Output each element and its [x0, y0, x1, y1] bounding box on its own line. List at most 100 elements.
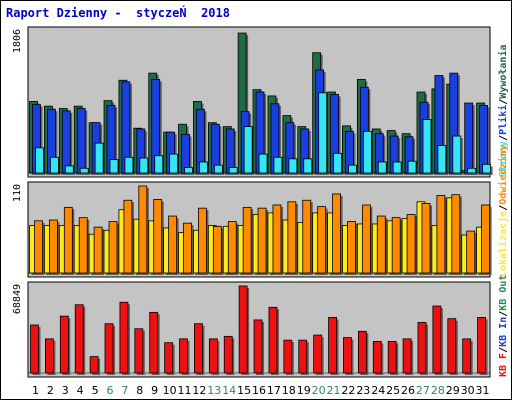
bar-pages-day-17 — [273, 156, 283, 174]
x-tick-label-day-9: 9 — [151, 384, 158, 397]
bar-pages-day-13 — [213, 164, 223, 174]
chart-title: Raport Dzienny - styczeŃ 2018 — [6, 6, 230, 20]
bar-pages-day-23 — [362, 130, 372, 174]
x-tick-label-day-20: 20 — [312, 384, 326, 397]
x-tick-label-day-22: 22 — [341, 384, 355, 397]
bar-pages-day-10 — [169, 153, 179, 174]
bar-visits-day-11 — [183, 222, 192, 274]
legend-top-item: Pliki — [497, 105, 509, 135]
legend-bottom-item: KB Out — [498, 275, 509, 311]
legend-top: Strony/Pliki/Wywołania — [497, 45, 509, 177]
x-tick-label-day-15: 15 — [237, 384, 251, 397]
bar-kbytes-day-3 — [59, 315, 69, 374]
bar-kbytes-day-16 — [253, 319, 263, 374]
bar-kbytes-day-17 — [268, 306, 278, 374]
legend-top-item: Strony — [498, 141, 509, 177]
x-tick-label-day-14: 14 — [222, 384, 236, 397]
legend-top-separator: / — [498, 99, 509, 105]
legend-bottom: KB F/KB In/KB Out — [498, 275, 509, 377]
x-tick-label-day-31: 31 — [476, 384, 490, 397]
bar-pages-day-2 — [50, 156, 59, 174]
x-tick-label-day-30: 30 — [461, 384, 475, 397]
bar-kbytes-day-24 — [372, 341, 382, 374]
bar-visits-day-27 — [421, 202, 431, 274]
x-tick-label-day-10: 10 — [163, 384, 177, 397]
x-tick-label-day-21: 21 — [327, 384, 341, 397]
legend-bottom-separator: / — [498, 311, 509, 317]
x-tick-label-day-19: 19 — [297, 384, 311, 397]
bar-visits-day-23 — [361, 204, 371, 274]
bar-kbytes-day-13 — [208, 338, 218, 374]
bar-kbytes-day-9 — [149, 311, 159, 374]
bar-kbytes-day-27 — [417, 322, 427, 374]
bar-visits-day-25 — [391, 217, 401, 274]
bar-pages-day-5 — [94, 142, 104, 174]
x-tick-label-day-25: 25 — [386, 384, 400, 397]
bar-kbytes-day-12 — [194, 323, 203, 374]
bar-visits-day-30 — [466, 230, 476, 274]
bar-visits-day-8 — [138, 185, 148, 274]
bar-kbytes-day-26 — [402, 338, 412, 374]
bar-pages-day-3 — [64, 165, 74, 174]
bar-kbytes-day-29 — [447, 318, 457, 374]
bar-visits-day-24 — [376, 215, 386, 274]
x-tick-label-day-23: 23 — [356, 384, 370, 397]
bar-visits-day-29 — [451, 194, 461, 274]
legend-middle: Lokalizacje/Odwiedziny — [497, 145, 509, 277]
x-tick-label-day-6: 6 — [106, 384, 113, 397]
legend-middle-item: Lokalizacje — [497, 211, 509, 277]
bar-kbytes-day-19 — [298, 339, 308, 374]
bar-visits-day-1 — [34, 220, 43, 274]
bar-pages-day-14 — [228, 167, 238, 174]
bar-kbytes-day-5 — [89, 356, 99, 374]
middle-panel-max-label: 110 — [12, 184, 23, 202]
bar-kbytes-day-15 — [238, 285, 248, 374]
bar-visits-day-5 — [93, 226, 103, 274]
bar-visits-day-20 — [317, 206, 327, 274]
bar-files-day-14 — [225, 128, 235, 174]
bar-pages-day-9 — [154, 155, 164, 174]
x-tick-label-day-1: 1 — [32, 384, 39, 397]
bar-kbytes-day-20 — [313, 334, 323, 374]
bar-pages-day-28 — [437, 145, 447, 174]
bar-pages-day-29 — [452, 135, 462, 174]
x-tick-label-day-4: 4 — [77, 384, 84, 397]
x-tick-label-day-18: 18 — [282, 384, 296, 397]
bar-visits-day-2 — [49, 219, 58, 274]
bar-pages-day-26 — [407, 160, 417, 174]
bar-files-day-31 — [479, 104, 488, 174]
bar-kbytes-day-11 — [179, 338, 188, 374]
bar-pages-day-24 — [377, 161, 387, 174]
x-tick-label-day-12: 12 — [192, 384, 206, 397]
x-tick-label-day-3: 3 — [62, 384, 69, 397]
bar-pages-day-4 — [79, 167, 89, 174]
bar-visits-day-13 — [212, 225, 222, 274]
bar-kbytes-day-4 — [74, 304, 84, 374]
bottom-panel-max-label: 68849 — [12, 284, 23, 314]
bar-visits-day-10 — [168, 215, 178, 274]
bar-pages-day-1 — [35, 147, 44, 174]
bar-pages-day-6 — [109, 159, 119, 174]
bar-pages-day-21 — [333, 152, 342, 174]
bar-kbytes-day-23 — [357, 330, 367, 374]
x-tick-label-day-29: 29 — [446, 384, 460, 397]
bar-kbytes-day-2 — [45, 338, 54, 374]
bar-pages-day-22 — [348, 164, 357, 174]
bar-visits-day-12 — [198, 207, 207, 274]
bar-pages-day-25 — [392, 161, 402, 174]
bar-visits-day-17 — [272, 204, 282, 274]
bar-kbytes-day-10 — [164, 342, 174, 374]
x-tick-label-day-16: 16 — [252, 384, 266, 397]
bar-visits-day-31 — [481, 204, 490, 274]
bar-visits-day-18 — [287, 201, 297, 274]
bar-pages-day-15 — [243, 126, 253, 174]
legend-bottom-item: KB In — [498, 317, 509, 347]
bar-kbytes-day-21 — [328, 317, 337, 374]
bar-pages-day-16 — [258, 153, 268, 174]
legend-bottom-separator: / — [498, 347, 509, 353]
legend-top-item: Wywołania — [497, 45, 509, 99]
x-tick-label-day-27: 27 — [416, 384, 430, 397]
bar-visits-day-4 — [78, 217, 88, 274]
